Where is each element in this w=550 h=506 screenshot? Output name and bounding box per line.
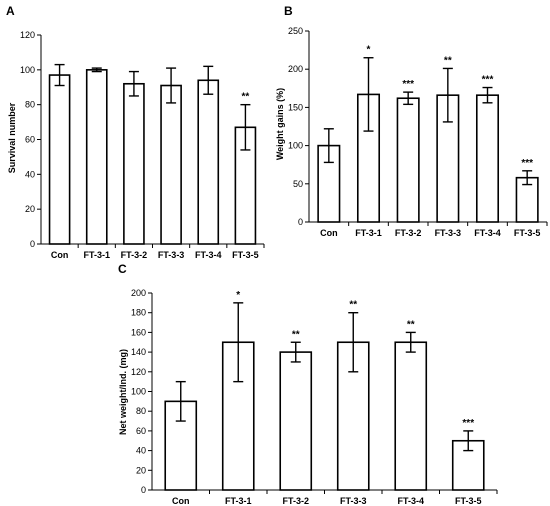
panel-b-bar — [475, 94, 500, 223]
panel-c-y-tick-label: 20 — [136, 465, 146, 475]
panel-b-y-tick-label: 50 — [293, 179, 303, 189]
panel-a-category-label: FT-3-4 — [195, 250, 222, 260]
panel-c-significance-label: * — [236, 290, 240, 301]
panel-b-y-tick-label: 200 — [288, 64, 303, 74]
panel-c: C Net weight/Ind. (mg) 0 20 40 60 80 100 120 14… — [118, 262, 498, 506]
panel-c-bar — [451, 439, 485, 491]
panel-a-significance-label: ** — [242, 92, 250, 103]
panel-c-y-tick-label: 180 — [131, 308, 146, 318]
panel-a-y-tick-label: 80 — [25, 100, 35, 110]
panel-a-y-tick-label: 0 — [30, 239, 35, 249]
panel-c-category-label: FT-3-2 — [282, 496, 309, 506]
panel-b-category-label: FT-3-3 — [435, 228, 462, 238]
panel-a-bar — [197, 79, 220, 245]
panel-c-y-tick-label: 160 — [131, 327, 146, 337]
panel-a-y-tick-label: 100 — [20, 65, 35, 75]
panel-b-significance-label: *** — [482, 75, 494, 86]
panel-a-y-tick-label: 40 — [25, 169, 35, 179]
panel-b-y-tick-label: 100 — [288, 141, 303, 151]
panel-a-y-axis-title: Survival number — [7, 102, 17, 173]
panel-a-category-label: Con — [51, 250, 69, 260]
panel-a-category-label: FT-3-1 — [83, 250, 110, 260]
panel-b-significance-label: * — [367, 45, 371, 56]
panel-c-category-label: FT-3-1 — [225, 496, 252, 506]
panel-b-category-label: FT-3-2 — [395, 228, 422, 238]
panel-a-plot-area: 0 20 40 60 80 100 120 Con FT-3-1 FT-3-2 FT-3-3 FT-3… — [20, 30, 265, 260]
panel-a-category-label: FT-3-2 — [121, 250, 148, 260]
panel-c-category-label: FT-3-5 — [455, 496, 482, 506]
panel-a-bar — [48, 74, 71, 245]
panel-b-y-tick-label: 150 — [288, 102, 303, 112]
panel-c-significance-label: ** — [292, 329, 300, 340]
panel-a-bar — [160, 84, 182, 245]
panel-b-bar — [396, 97, 420, 223]
panel-c-y-tick-label: 120 — [131, 367, 146, 377]
panel-a-bar — [85, 69, 108, 245]
panel-a-letter: A — [6, 4, 15, 18]
panel-b-y-axis-title: Weight gains (%) — [275, 88, 285, 160]
panel-a: A Survival number 0 20 40 60 80 100 120 Con FT-3… — [6, 4, 265, 260]
panel-a-category-label: FT-3-5 — [232, 250, 259, 260]
panel-c-significance-label: *** — [462, 418, 474, 429]
panel-b-significance-label: *** — [521, 158, 533, 169]
panel-a-y-tick-label: 60 — [25, 135, 35, 145]
panel-a-bar — [123, 82, 145, 245]
panel-c-plot-area: 0 20 40 60 80 100 120 140 160 180 200 Con * FT-3-1 ** F… — [131, 288, 498, 506]
panel-c-y-tick-label: 100 — [131, 387, 146, 397]
panel-b-y-tick-label: 0 — [298, 217, 303, 227]
panel-c-y-tick-label: 60 — [136, 426, 146, 436]
panel-b-category-label: FT-3-5 — [514, 228, 541, 238]
panel-c-y-tick-label: 140 — [131, 347, 146, 357]
panel-c-bar — [279, 351, 313, 491]
panel-b-category-label: Con — [320, 228, 338, 238]
panel-b-plot-area: 0 50 100 150 200 250 Con * FT-3-1 *** FT-3-2 ** FT-3… — [288, 26, 548, 238]
panel-b-category-label: FT-3-4 — [474, 228, 501, 238]
panel-c-category-label: Con — [172, 496, 190, 506]
panel-c-y-tick-label: 80 — [136, 406, 146, 416]
panel-b-category-label: FT-3-1 — [355, 228, 382, 238]
panel-c-category-label: FT-3-3 — [340, 496, 367, 506]
panel-b-y-tick-label: 250 — [288, 26, 303, 36]
panel-c-category-label: FT-3-4 — [397, 496, 424, 506]
panel-c-y-axis-title: Net weight/Ind. (mg) — [118, 349, 128, 435]
panel-a-y-tick-label: 120 — [20, 30, 35, 40]
panel-c-bar — [394, 341, 428, 491]
panel-a-y-tick-label: 20 — [25, 204, 35, 214]
panel-b-significance-label: ** — [444, 55, 452, 66]
panel-a-category-label: FT-3-3 — [158, 250, 185, 260]
panel-c-y-tick-label: 0 — [141, 485, 146, 495]
panel-c-significance-label: ** — [407, 319, 415, 330]
panel-b: B Weight gains (%) 0 50 100 150 200 250 Con * FT… — [275, 4, 548, 238]
panel-c-significance-label: ** — [349, 300, 357, 311]
panel-c-letter: C — [118, 262, 127, 276]
panel-b-significance-label: *** — [402, 79, 414, 90]
panel-c-y-tick-label: 200 — [131, 288, 146, 298]
panel-c-y-tick-label: 40 — [136, 446, 146, 456]
panel-b-letter: B — [284, 4, 293, 18]
